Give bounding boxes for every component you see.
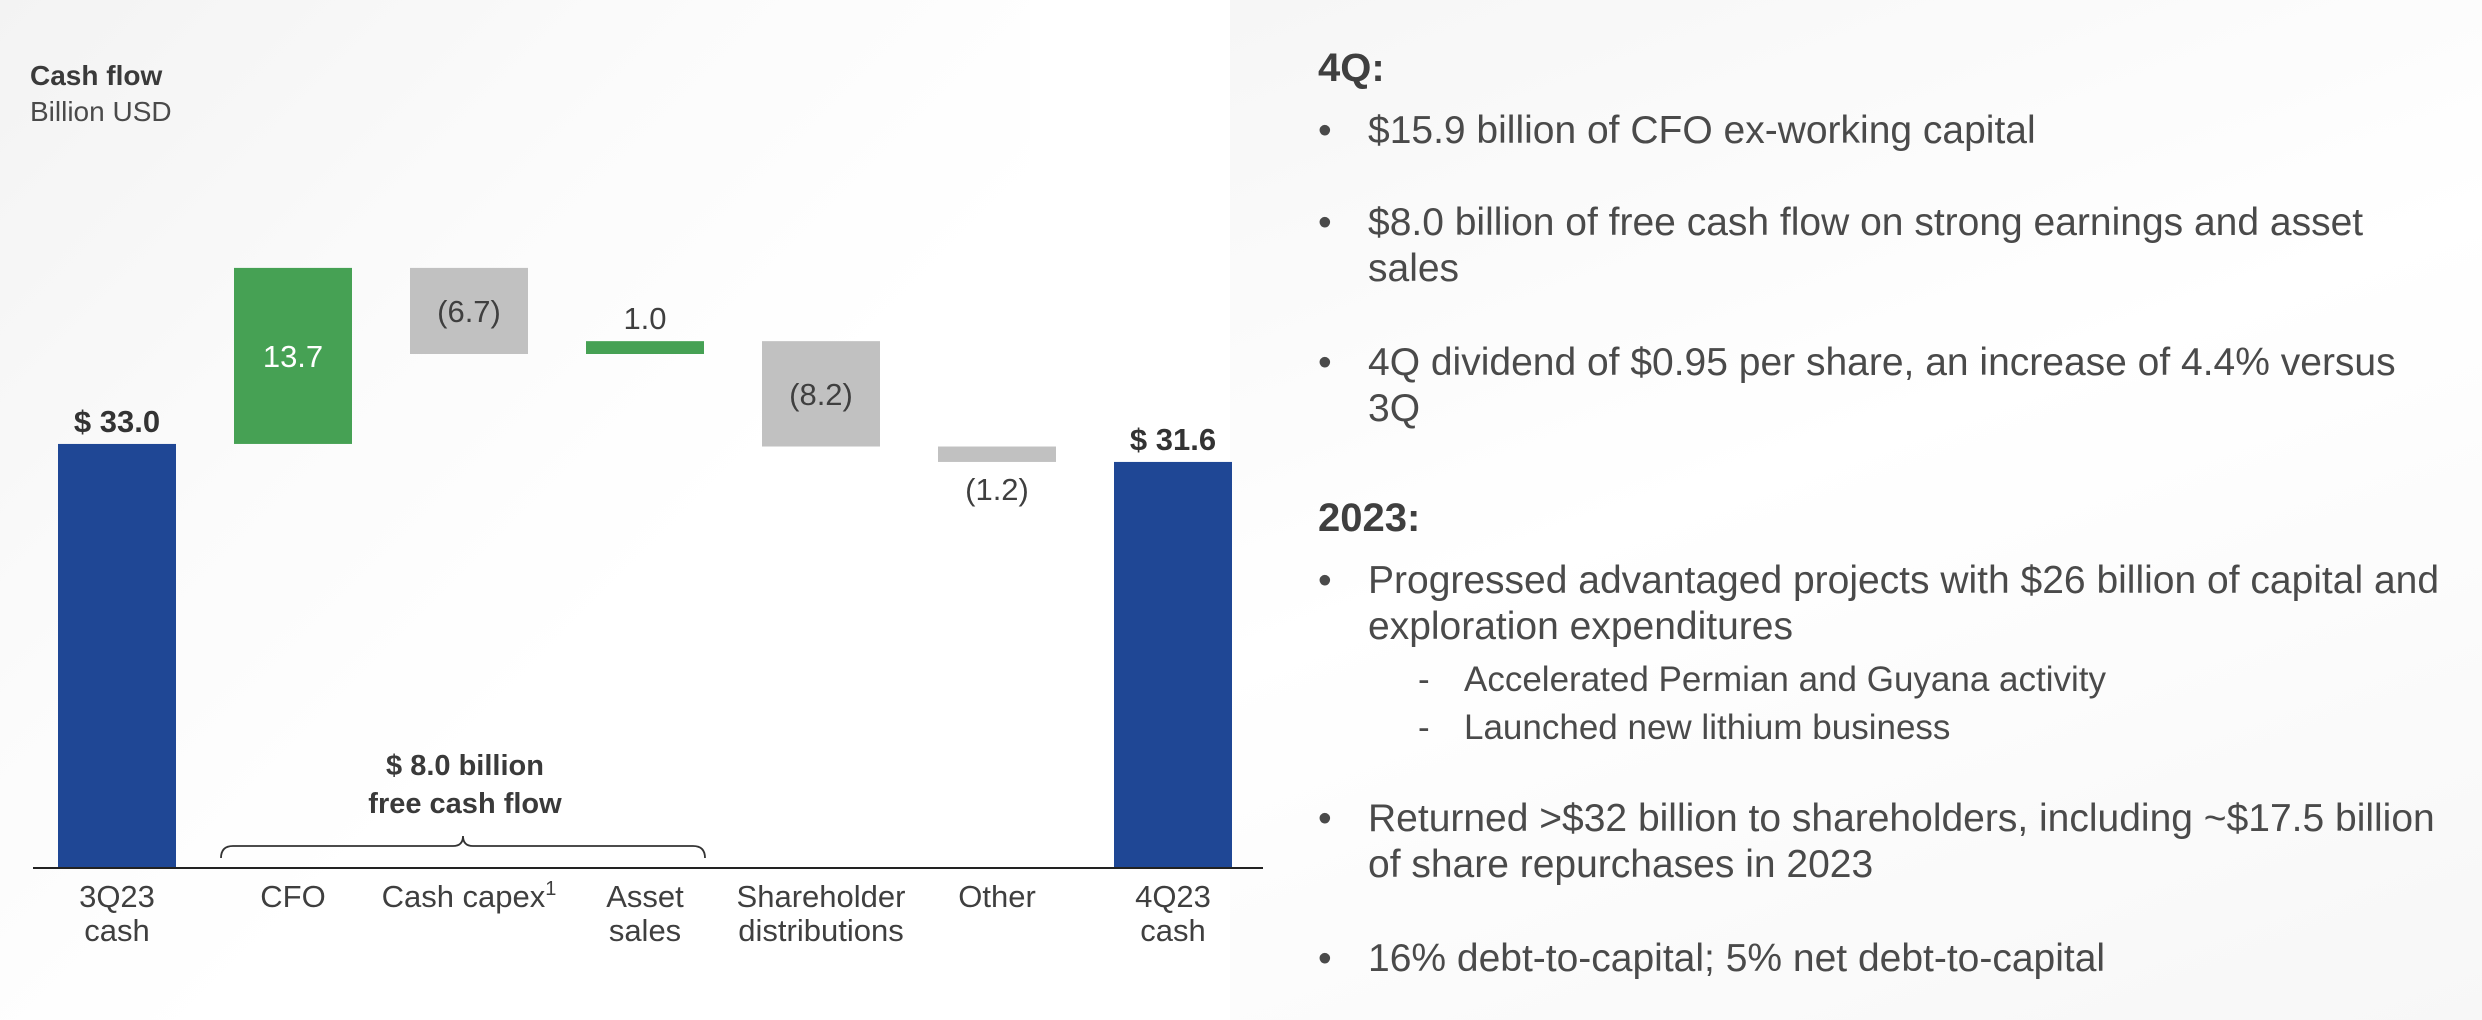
bullet-dot-icon: • [1318,937,1332,980]
tick-label-3q23-cash: 3Q23 cash [79,879,155,948]
value-label-cfo: 13.7 [263,339,323,374]
bullet-dot-icon: • [1318,109,1332,152]
tick-label-other: Other [958,879,1036,914]
bullet-dot-icon: • [1318,797,1332,840]
bar-shareholder-distributions [762,341,880,447]
value-label-asset-sales: 1.0 [623,301,666,336]
dash-icon: - [1418,708,1430,747]
sub-bullet-text: Accelerated Permian and Guyana activity [1464,660,2106,699]
tick-label-cfo: CFO [260,879,325,914]
bullet-text: Returned >$32 billion to shareholders, i… [1368,797,2435,886]
bar-cfo [234,267,352,444]
fcf-annotation-line-1: $ 8.0 billion [386,750,544,782]
tick-label-cash-capex: Cash capex1 [382,878,557,914]
bar-other [938,446,1056,462]
bullet-2023-debt: • 16% debt-to-capital; 5% net debt-to-ca… [1318,936,2448,982]
value-label-cash-capex: (6.7) [437,294,501,329]
bullet-dot-icon: • [1318,559,1332,602]
value-label-4q23-cash: $ 31.6 [1130,422,1216,457]
tick-label-shareholder-distributions: Shareholder distributions [737,879,906,948]
bullet-text: Progressed advantaged projects with $26 … [1368,559,2440,648]
bullet-4q-dividend: • 4Q dividend of $0.95 per share, an inc… [1318,340,2448,432]
sub-bullet-lithium: - Launched new lithium business [1418,706,2418,750]
fcf-brace [220,835,706,859]
waterfall-chart: $ 33.0 13.7 (6.7) 1.0 (8.2) (1.2) $ 31.6 $ 8.0… [33,267,1263,948]
bullet-2023-projects: • Progressed advantaged projects with $2… [1318,558,2448,650]
bullet-dot-icon: • [1318,201,1332,244]
sub-bullet-text: Launched new lithium business [1464,708,1951,747]
bullet-text: 4Q dividend of $0.95 per share, an incre… [1368,341,2396,430]
value-label-3q23-cash: $ 33.0 [74,404,160,439]
bullet-4q-cfo: • $15.9 billion of CFO ex-working capita… [1318,108,2448,154]
bullet-text: $8.0 billion of free cash flow on strong… [1368,201,2364,290]
bullet-text: $15.9 billion of CFO ex-working capital [1368,109,2036,152]
dash-icon: - [1418,660,1430,699]
bar-asset-sales [586,341,704,354]
value-label-shareholder-distributions: (8.2) [789,377,853,412]
bullet-2023-shareholders: • Returned >$32 billion to shareholders,… [1318,796,2448,888]
chart-title: Cash flow [30,60,163,91]
tick-label-4q23-cash: 4Q23 cash [1135,879,1211,948]
tick-label-asset-sales: Asset sales [606,879,684,948]
section-heading-2023: 2023: [1318,496,1421,540]
bar-4q23-cash [1114,461,1232,868]
bullet-4q-fcf: • $8.0 billion of free cash flow on stro… [1318,200,2448,292]
bar-cash-capex [410,267,528,354]
bullet-text: 16% debt-to-capital; 5% net debt-to-capi… [1368,937,2106,980]
section-heading-4q: 4Q: [1318,46,1385,90]
bullet-dot-icon: • [1318,341,1332,384]
fcf-annotation-line-2: free cash flow [368,788,562,820]
sub-bullet-permian-guyana: - Accelerated Permian and Guyana activit… [1418,658,2418,702]
chart-subtitle: Billion USD [30,96,172,127]
value-label-other: (1.2) [965,472,1029,507]
bar-3q23-cash [58,443,176,868]
